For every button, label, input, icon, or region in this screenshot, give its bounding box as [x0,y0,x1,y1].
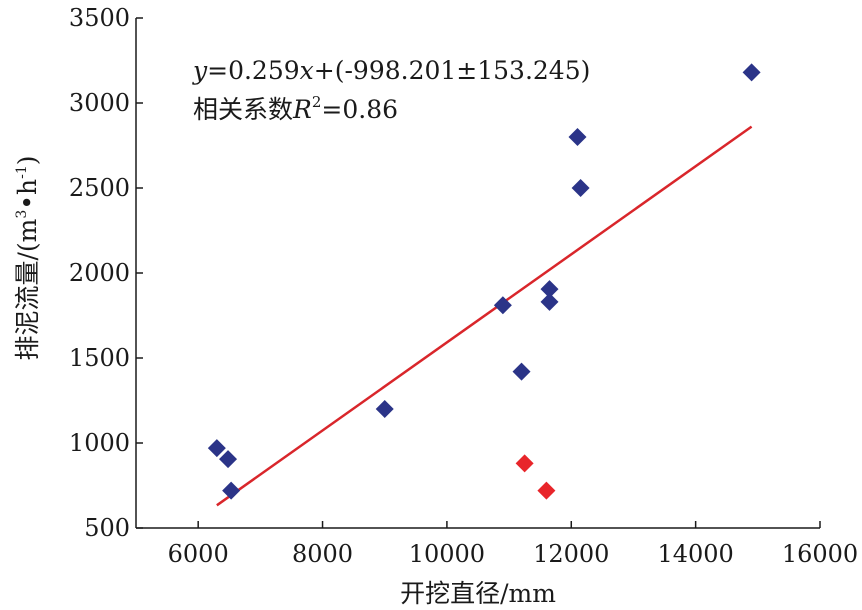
data-point-marker [537,481,556,500]
data-point-marker [540,292,559,311]
y-ticks: 500 1000 1500 2000 2500 3000 3500 [69,4,143,542]
axes: 500 1000 1500 2000 2500 3000 3500 6000 8000 1000… [69,4,858,568]
y-axis-title-sup2: -1 [14,165,30,179]
x-tick-label: 16000 [782,540,858,568]
y-tick-label: 1000 [69,429,130,457]
y-axis-title-end: ) [13,155,42,165]
x-tick-label: 12000 [533,540,609,568]
y-tick-label: 3000 [69,89,130,117]
correlation-coefficient: 相关系数R2=0.86 [193,93,398,124]
data-point-marker [540,280,559,299]
x-tick-label: 14000 [657,540,733,568]
correlation-exponent: 2 [312,93,322,111]
correlation-value: =0.86 [321,95,398,124]
y-axis-title-main: 排泥流量/(m [13,218,42,360]
regression-equation: y=0.259x+(-998.201±153.245) [192,56,590,85]
regression-line [216,125,753,507]
data-points [207,63,761,500]
data-point-marker [515,454,534,473]
x-ticks: 6000 8000 10000 12000 14000 16000 [168,521,858,568]
data-point-marker [512,362,531,381]
x-tick-label: 6000 [168,540,229,568]
data-point-marker [222,481,241,500]
equation-y-var: y [192,56,208,85]
y-axis-title-sup1: 3 [14,210,30,219]
y-tick-label: 3500 [69,4,130,32]
y-axis-title-mid: •h [13,179,42,210]
y-tick-label: 2500 [69,174,130,202]
x-tick-label: 10000 [409,540,485,568]
equation-x-var: x [300,56,314,85]
data-point-marker [207,439,226,458]
data-point-marker [219,450,238,469]
data-point-marker [742,63,761,82]
equation-slope: =0.259 [207,56,300,85]
x-axis-title: 开挖直径/mm [400,579,556,608]
data-point-marker [375,400,394,418]
data-point-marker [571,179,590,197]
equation-intercept: +(-998.201±153.245) [314,56,591,85]
data-point-marker [493,296,512,315]
correlation-r: R [292,95,312,124]
x-tick-label: 8000 [292,540,353,568]
y-tick-label: 500 [84,514,130,542]
data-point-marker [568,128,587,146]
correlation-label: 相关系数 [193,95,293,124]
y-tick-label: 2000 [69,259,130,287]
y-tick-label: 1500 [69,344,130,372]
y-axis-title: 排泥流量/(m3•h-1) [13,155,42,360]
